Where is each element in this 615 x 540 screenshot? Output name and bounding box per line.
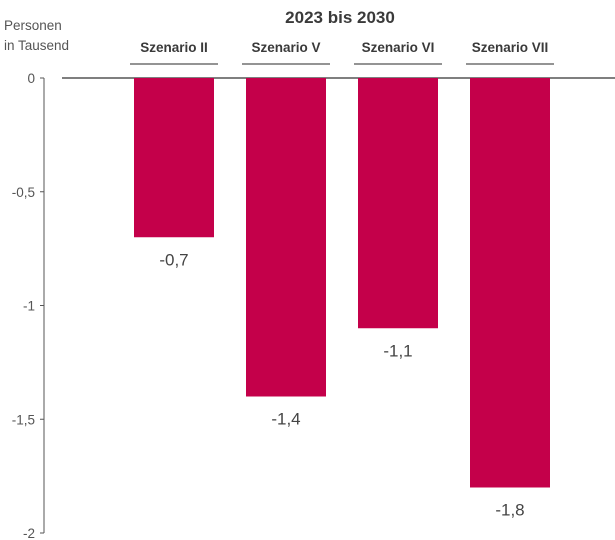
- y-tick-label: -2: [23, 526, 35, 540]
- y-tick-label: -1: [23, 299, 35, 314]
- bar: [246, 78, 326, 397]
- y-axis-label-line-1: Personen: [4, 18, 62, 33]
- bar: [358, 78, 438, 329]
- y-tick-label: -0,5: [12, 185, 35, 200]
- category-label-szenario-v: Szenario V: [251, 40, 321, 55]
- bar: [134, 78, 214, 238]
- y-tick-label: 0: [27, 71, 35, 86]
- y-axis-label-line-2: in Tausend: [4, 38, 70, 53]
- category-label-szenario-vi: Szenario VI: [361, 40, 435, 55]
- data-label: -0,7: [159, 250, 188, 269]
- data-label: -1,1: [383, 341, 412, 360]
- bar: [470, 78, 550, 488]
- data-label: -1,4: [271, 410, 300, 429]
- y-tick-label: -1,5: [12, 412, 35, 427]
- category-label-szenario-vii: Szenario VII: [471, 40, 549, 55]
- category-label-szenario-ii: Szenario II: [140, 40, 208, 55]
- chart-title: 2023 bis 2030: [285, 8, 395, 27]
- data-label: -1,8: [495, 501, 524, 520]
